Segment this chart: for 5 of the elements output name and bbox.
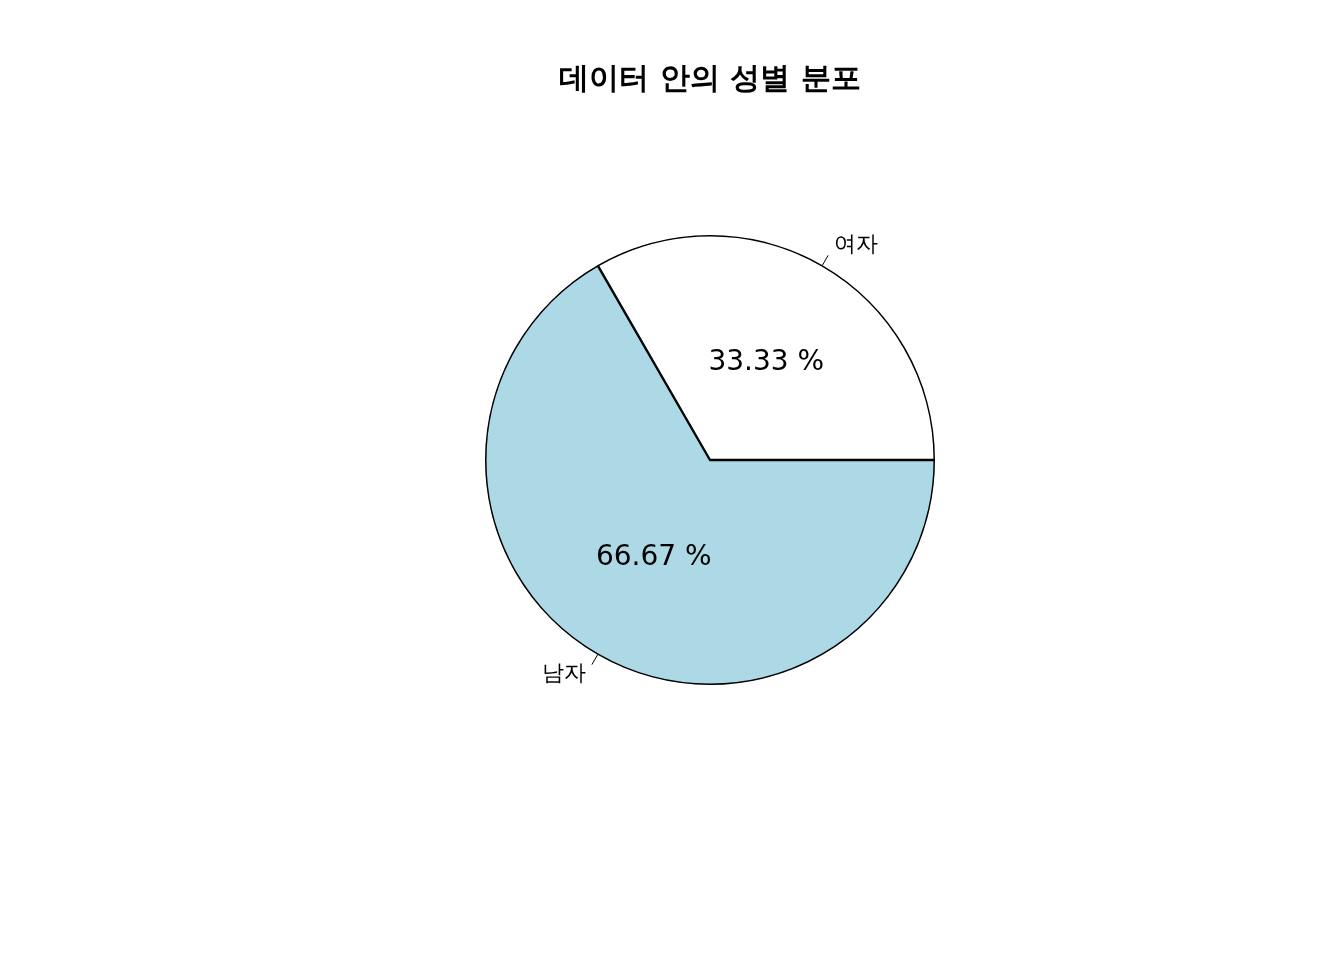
data-label: 66.67 % — [595, 538, 712, 572]
slice-label: 남자 — [542, 660, 587, 686]
data-label: 33.33 % — [708, 343, 825, 377]
chart-title: 데이터 안의 성별 분포 — [559, 59, 861, 95]
slice-label: 여자 — [833, 231, 878, 257]
